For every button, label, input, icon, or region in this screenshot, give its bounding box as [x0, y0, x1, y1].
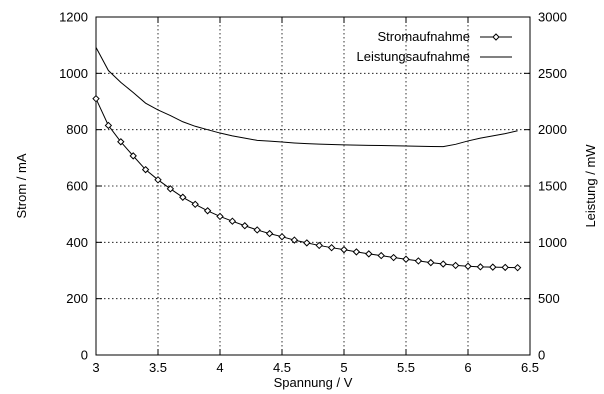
y-tick-label: 1000	[59, 66, 88, 81]
x-tick-label: 6.5	[521, 360, 539, 375]
y-tick-label: 400	[66, 235, 88, 250]
data-point-stromaufnahme	[203, 207, 212, 215]
data-point-stromaufnahme	[377, 251, 385, 260]
data-point-stromaufnahme	[253, 226, 261, 234]
y2-tick-label: 1000	[538, 235, 567, 250]
data-point-stromaufnahme	[104, 121, 113, 130]
y2-tick-label: 1500	[538, 179, 567, 194]
legend: Stromaufnahme Leistungsaufnahme	[357, 29, 512, 64]
y-tick-label: 800	[66, 122, 88, 137]
x-tick-label: 4	[216, 360, 223, 375]
legend-label-leistungsaufnahme: Leistungsaufnahme	[357, 49, 470, 64]
data-point-stromaufnahme	[166, 185, 175, 193]
y-axis-title: Strom / mA	[14, 153, 29, 218]
data-point-stromaufnahme	[216, 212, 224, 221]
y2-tick-label: 3000	[538, 10, 567, 25]
data-point-stromaufnahme	[352, 248, 361, 256]
x-tick-label: 4.5	[273, 360, 291, 375]
data-point-stromaufnahme	[402, 255, 410, 263]
data-point-stromaufnahme	[92, 94, 100, 103]
y-tick-label: 1200	[59, 10, 88, 25]
y-tick-label: 0	[81, 348, 88, 363]
y2-tick-label: 2500	[538, 66, 567, 81]
data-point-stromaufnahme	[365, 250, 373, 258]
y-tick-label: 600	[66, 179, 88, 194]
y-tick-label: 200	[66, 291, 88, 306]
data-point-stromaufnahme	[501, 263, 509, 272]
data-point-stromaufnahme	[241, 222, 249, 230]
series-line-leistungsaufnahme	[95, 47, 518, 148]
y2-axis-title: Leistung / mW	[583, 144, 598, 228]
y2-tick-label: 2000	[538, 122, 567, 137]
y2-tick-label: 500	[538, 291, 560, 306]
series-layer	[92, 47, 522, 272]
grid-lines	[96, 17, 530, 355]
data-point-stromaufnahme	[439, 260, 447, 268]
legend-marker-stromaufnahme	[492, 33, 500, 41]
data-point-stromaufnahme	[427, 258, 435, 267]
data-point-stromaufnahme	[489, 263, 497, 271]
data-point-stromaufnahme	[154, 176, 162, 184]
data-point-stromaufnahme	[129, 152, 137, 160]
data-point-stromaufnahme	[303, 239, 311, 247]
x-tick-label: 6	[464, 360, 471, 375]
x-tick-label: 5	[340, 360, 347, 375]
data-point-stromaufnahme	[191, 200, 199, 209]
data-point-stromaufnahme	[476, 263, 485, 271]
x-tick-label: 3	[92, 360, 99, 375]
data-point-stromaufnahme	[228, 217, 237, 225]
data-point-stromaufnahme	[513, 263, 522, 272]
data-point-stromaufnahme	[290, 236, 299, 244]
x-tick-label: 3.5	[149, 360, 167, 375]
data-point-stromaufnahme	[117, 138, 125, 146]
data-point-stromaufnahme	[451, 261, 460, 270]
data-point-stromaufnahme	[265, 229, 274, 238]
x-tick-label: 5.5	[397, 360, 415, 375]
data-point-stromaufnahme	[278, 232, 286, 241]
data-point-stromaufnahme	[389, 253, 398, 262]
axis-ticks: 3 3.5 4 4.5 5 5.5 6 6.5020040060080010001200050…	[59, 10, 567, 376]
data-point-stromaufnahme	[340, 245, 348, 254]
data-point-stromaufnahme	[179, 193, 187, 201]
legend-label-stromaufnahme: Stromaufnahme	[378, 29, 471, 44]
x-axis-title: Spannung / V	[274, 375, 353, 390]
data-point-stromaufnahme	[141, 165, 150, 174]
data-point-stromaufnahme	[464, 262, 472, 270]
data-point-stromaufnahme	[327, 243, 336, 252]
y2-tick-label: 0	[538, 348, 545, 363]
data-point-stromaufnahme	[414, 257, 423, 265]
data-point-stromaufnahme	[315, 241, 323, 250]
